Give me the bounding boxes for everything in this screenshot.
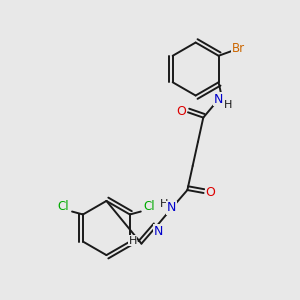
Text: Cl: Cl	[57, 200, 69, 213]
Text: H: H	[160, 199, 168, 208]
Text: O: O	[206, 187, 216, 200]
Text: O: O	[177, 105, 186, 118]
Text: H: H	[224, 100, 232, 110]
Text: Br: Br	[232, 42, 245, 55]
Text: N: N	[154, 225, 163, 238]
Text: H: H	[128, 236, 137, 246]
Text: Cl: Cl	[144, 200, 155, 213]
Text: N: N	[214, 93, 223, 106]
Text: N: N	[167, 201, 176, 214]
